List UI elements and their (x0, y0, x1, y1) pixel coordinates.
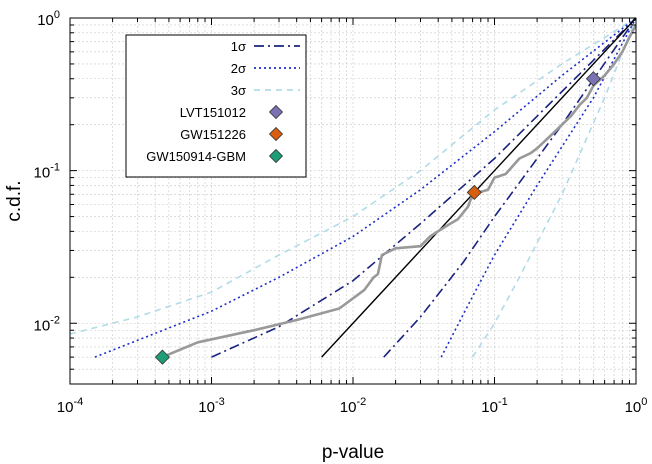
legend-marker-sample (268, 148, 284, 164)
band-upper-line (70, 18, 636, 335)
legend-label: GW151226 (180, 127, 246, 142)
x-tick-label: 10-4 (57, 396, 83, 416)
x-tick-labels: 10-4 10-3 10-2 10-1 100 (57, 396, 648, 416)
event-marker (154, 349, 170, 365)
data-series (70, 18, 636, 359)
y-axis-title: c.d.f. (4, 180, 25, 221)
x-tick-label: 10-1 (481, 396, 507, 416)
legend-label: 3σ (231, 83, 246, 98)
legend-label: GW150914-GBM (146, 149, 246, 164)
event-markers (154, 71, 601, 365)
band-upper-line (211, 18, 636, 358)
y-tick-label: 100 (37, 9, 60, 29)
x-tick-label: 10-3 (198, 396, 224, 416)
x-tick-label: 10-2 (340, 396, 366, 416)
band-lower-line (471, 18, 636, 358)
legend-label: 1σ (231, 39, 246, 54)
event-marker (585, 71, 601, 87)
x-tick-label: 100 (625, 396, 648, 416)
observed-cdf-line (161, 24, 636, 359)
x-axis-title: p-value (322, 442, 384, 463)
legend-label: LVT151012 (180, 105, 246, 120)
band-lower-line (440, 18, 636, 358)
legend-marker-sample (268, 104, 284, 120)
legend: 1σ 2σ 3σ LVT151012 GW151226 GW150914-GBM (125, 34, 307, 178)
band-upper-line (94, 18, 636, 358)
diagonal-line (321, 18, 636, 358)
band-lower-line (383, 18, 636, 358)
event-marker (466, 184, 482, 200)
y-tick-labels: 10-2 10-1 100 (34, 9, 60, 334)
y-tick-label: 10-2 (34, 314, 60, 334)
axis-ticks (69, 18, 636, 385)
legend-label: 2σ (231, 61, 246, 76)
legend-marker-sample (268, 126, 284, 142)
y-tick-label: 10-1 (34, 162, 60, 182)
